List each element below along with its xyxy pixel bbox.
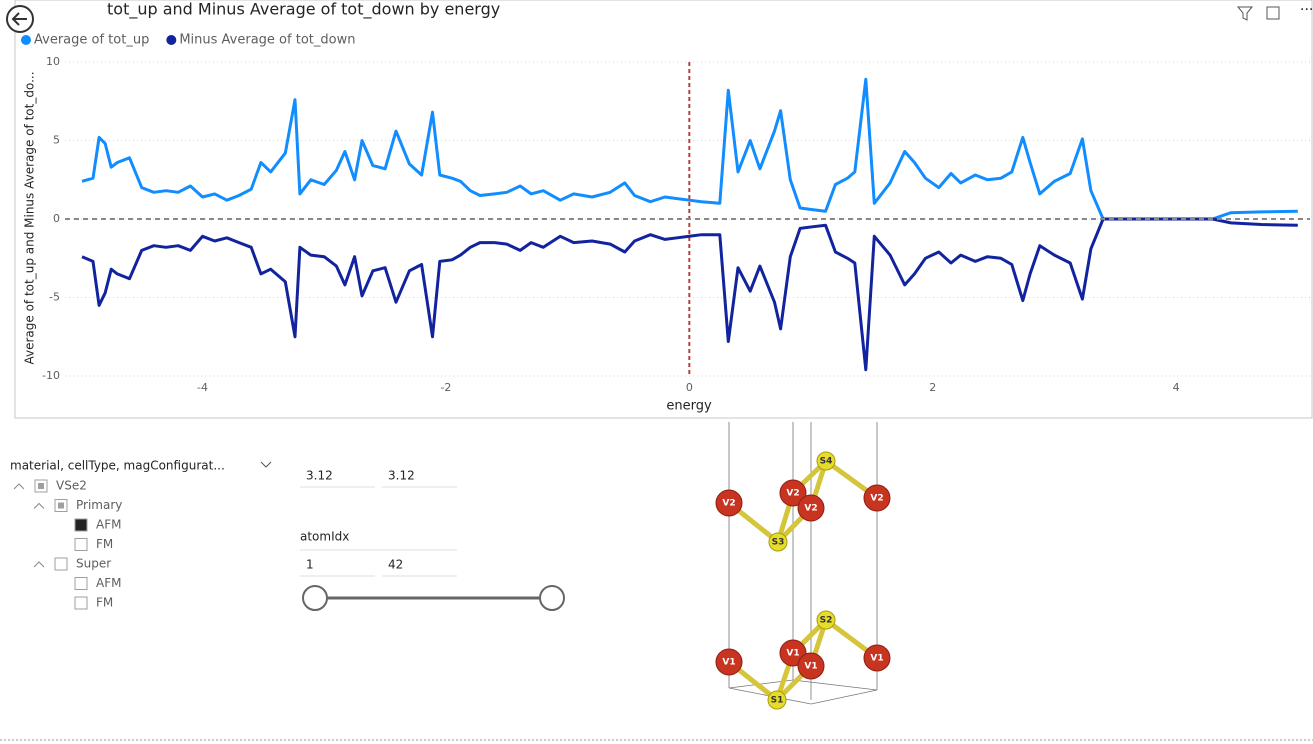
atom-label: S1 — [771, 696, 784, 706]
visual-frame — [14, 0, 1313, 419]
atom-slicer-title: atomIdx — [300, 530, 349, 544]
back-button[interactable] — [6, 5, 34, 33]
atom — [768, 532, 788, 552]
atom-label: S2 — [820, 616, 833, 626]
expand-chevron[interactable] — [33, 561, 45, 568]
atom — [816, 451, 836, 471]
range-min-box[interactable] — [300, 465, 375, 487]
atom — [797, 652, 825, 680]
atom-label: V2 — [870, 494, 883, 504]
tree-label: FM — [96, 596, 113, 610]
chart-title: tot_up and Minus Average of tot_down by … — [107, 0, 500, 20]
atom-label: S3 — [772, 538, 785, 548]
atom — [797, 494, 825, 522]
atom-max[interactable]: 42 — [388, 558, 403, 572]
atom-label: V2 — [786, 489, 799, 499]
y-axis-label: Average of tot_up and Minus Average of t… — [23, 71, 37, 364]
checkbox[interactable] — [74, 518, 88, 532]
focus-icon[interactable] — [1266, 6, 1280, 20]
x-tick-label: -2 — [440, 381, 451, 394]
expand-chevron[interactable] — [33, 502, 45, 509]
filter-icon[interactable] — [1236, 6, 1254, 21]
series-line — [81, 77, 1298, 221]
atom-label: S4 — [820, 457, 833, 467]
x-axis-label: energy — [666, 399, 712, 414]
legend-label: Average of tot_up — [34, 33, 149, 48]
y-tick-label: 5 — [53, 134, 60, 147]
x-tick-label: 0 — [686, 381, 693, 394]
y-tick-label: -5 — [49, 291, 60, 304]
slicer-dropdown[interactable] — [260, 461, 272, 468]
atom — [715, 648, 743, 676]
atom — [715, 489, 743, 517]
atom-label: V1 — [804, 662, 817, 672]
range-max[interactable]: 3.12 — [388, 469, 415, 483]
checkbox[interactable] — [74, 577, 88, 590]
tree-label: VSe2 — [56, 479, 87, 493]
y-tick-label: -10 — [42, 369, 60, 382]
atom — [779, 479, 807, 507]
atom — [863, 644, 891, 672]
atom-label: V1 — [722, 658, 735, 668]
checkbox[interactable] — [74, 538, 88, 551]
tree-label: AFM — [96, 518, 121, 532]
slider-handle-max[interactable] — [539, 585, 565, 611]
legend-marker — [21, 35, 31, 45]
tree-label: FM — [96, 537, 113, 551]
range-min[interactable]: 3.12 — [306, 469, 333, 483]
checkbox-partial — [38, 483, 44, 489]
tree-label: Super — [76, 557, 111, 571]
bonds — [727, 458, 879, 702]
tree-label: AFM — [96, 576, 121, 590]
atom-label: V1 — [870, 654, 883, 664]
slider-handle-min[interactable] — [302, 585, 328, 611]
legend-label: Minus Average of tot_down — [179, 33, 355, 48]
unit-cell — [728, 422, 878, 705]
checkbox[interactable] — [74, 596, 88, 610]
atom-min[interactable]: 1 — [306, 558, 314, 572]
checkbox-partial — [58, 502, 64, 509]
expand-chevron[interactable] — [13, 483, 25, 490]
series-line — [81, 217, 1298, 372]
legend-marker — [166, 35, 177, 45]
atom-label: V2 — [722, 499, 735, 509]
atom — [816, 610, 836, 630]
atom-label: V1 — [786, 649, 799, 659]
x-tick-label: -4 — [197, 381, 208, 394]
slicer-title: material, cellType, magConfigurat... — [10, 459, 225, 473]
atom-label: V2 — [804, 504, 817, 514]
y-tick-label: 0 — [53, 212, 60, 225]
x-tick-label: 4 — [1173, 381, 1180, 394]
atom — [863, 484, 891, 512]
y-tick-label: 10 — [46, 55, 60, 68]
tree-label: Primary — [76, 498, 122, 512]
checkbox[interactable] — [54, 557, 68, 571]
more-options[interactable]: ··· — [1300, 2, 1313, 18]
atom — [767, 690, 787, 710]
x-tick-label: 2 — [929, 381, 936, 394]
